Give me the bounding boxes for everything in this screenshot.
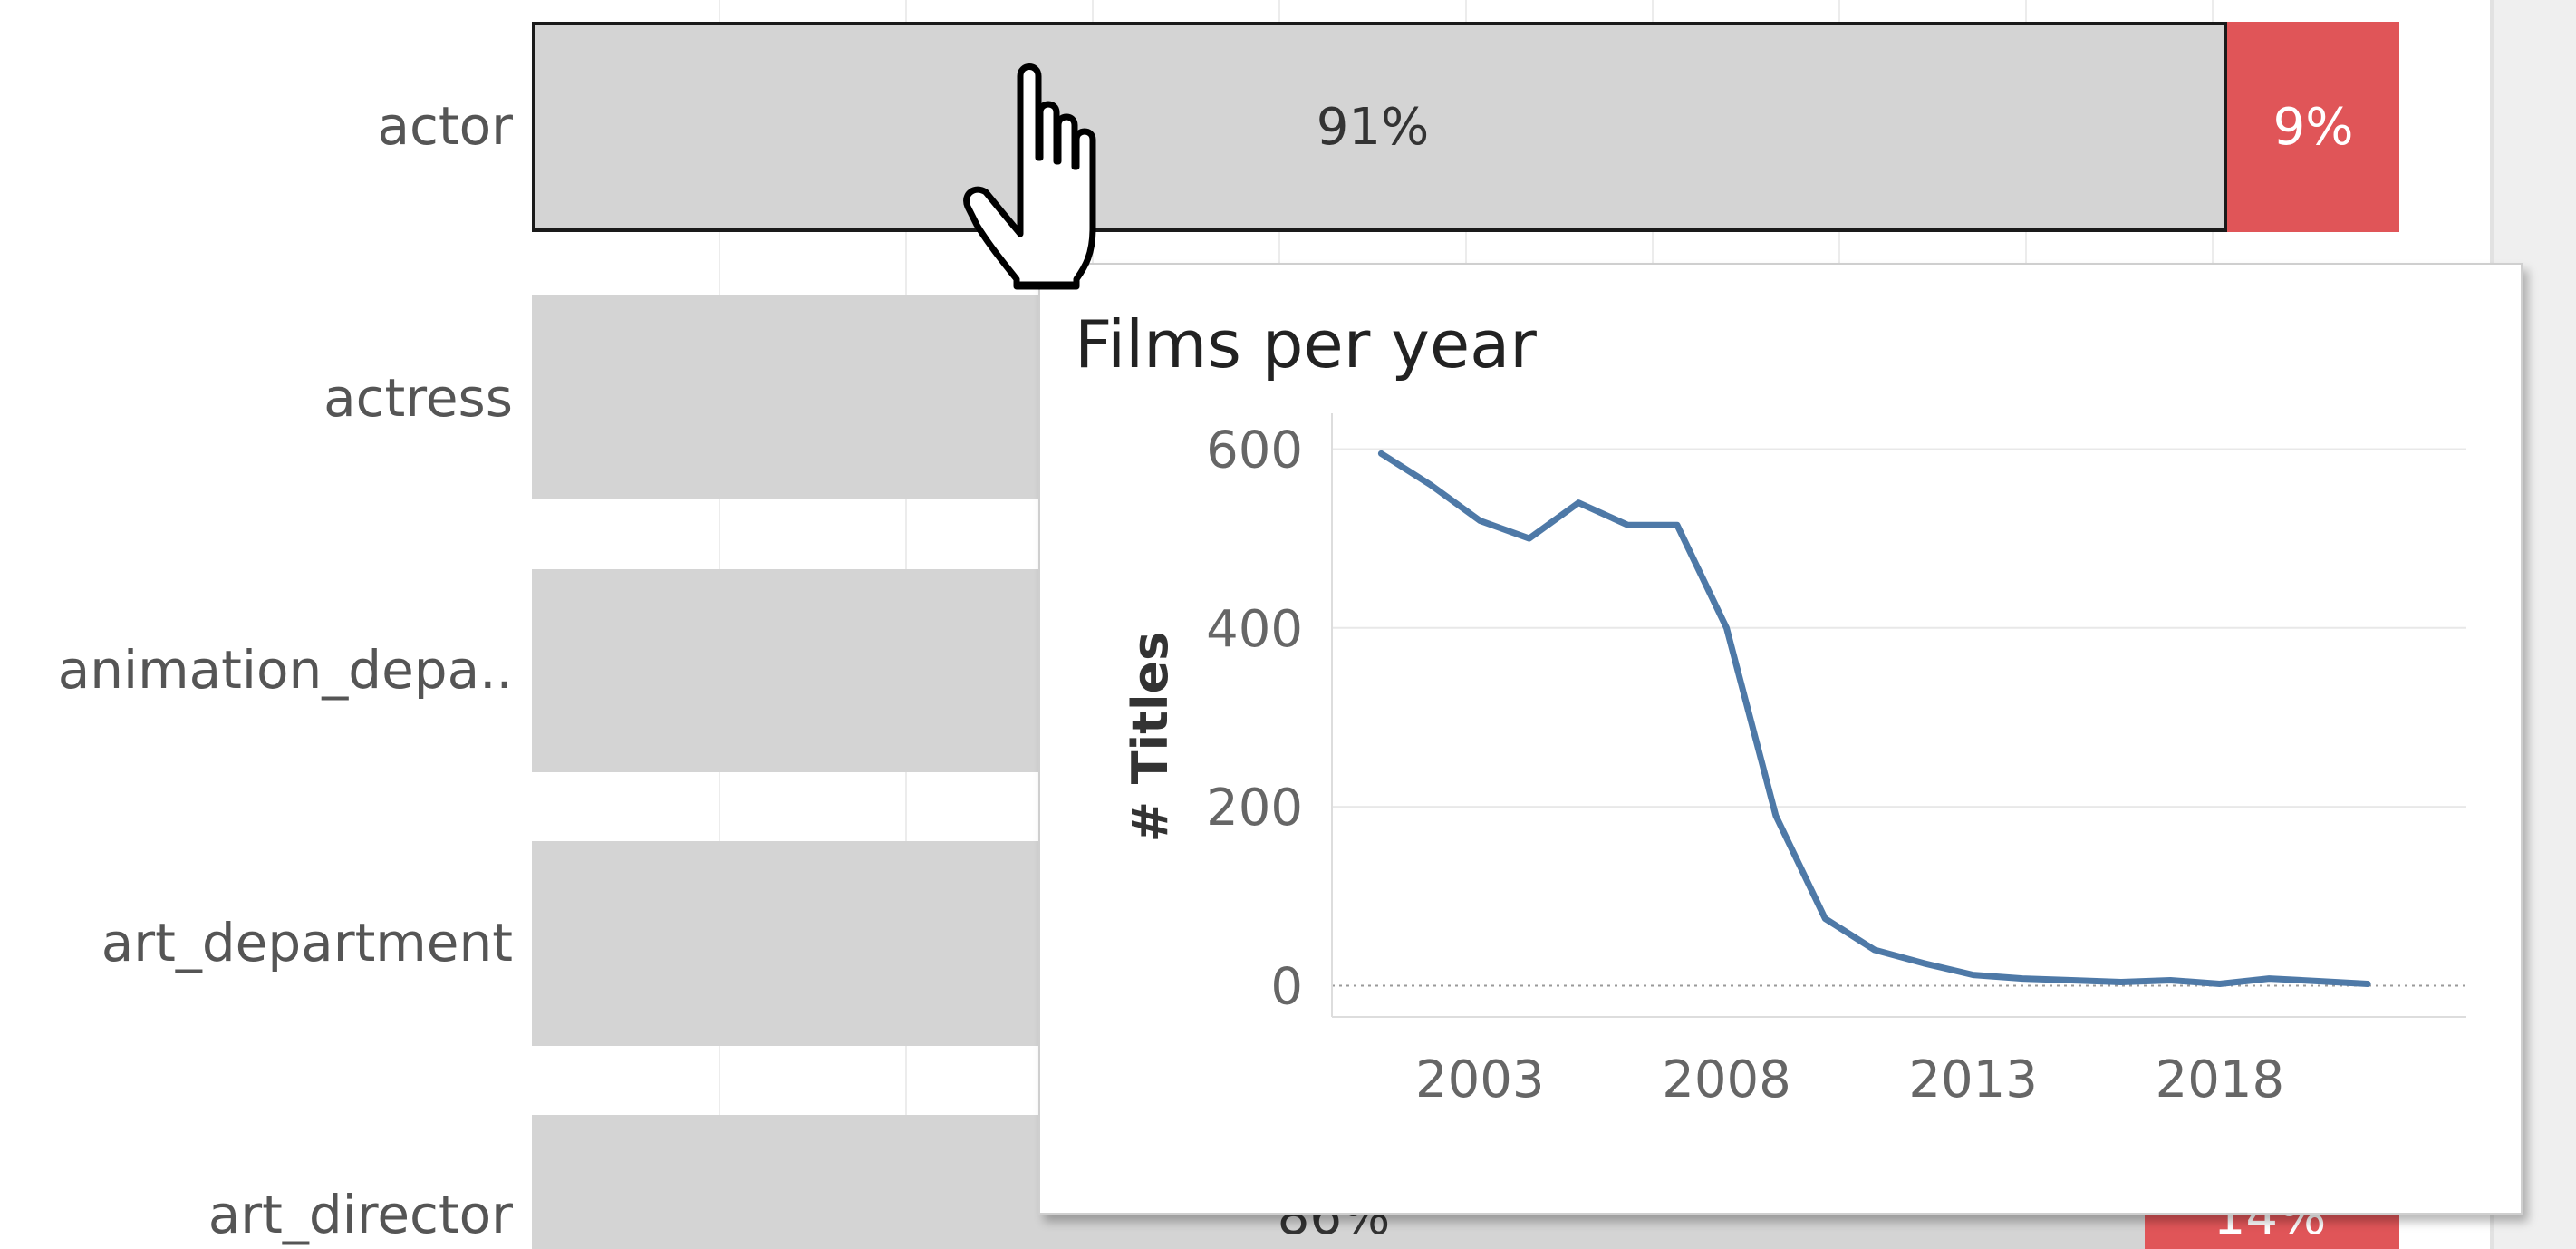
x-tick-label: 2013 xyxy=(1908,1051,2038,1109)
data-point xyxy=(2167,977,2174,983)
data-point xyxy=(1772,813,1779,818)
hand-pointer-icon xyxy=(963,63,1096,290)
data-point xyxy=(1871,947,1877,953)
category-label-art-department: art_department xyxy=(101,912,513,973)
category-label-actress: actress xyxy=(323,367,513,429)
data-point xyxy=(2315,978,2321,984)
data-point xyxy=(1822,915,1828,922)
y-tick-label: 0 xyxy=(1270,957,1303,1016)
bar-label-actor-primary: 91% xyxy=(1316,98,1430,157)
data-point xyxy=(1576,499,1582,506)
data-point xyxy=(1427,481,1433,488)
category-label-actor: actor xyxy=(377,95,513,157)
data-point xyxy=(2069,977,2075,983)
y-tick-label: 400 xyxy=(1206,600,1303,659)
x-tick-label: 2018 xyxy=(2156,1051,2285,1109)
data-point xyxy=(1526,536,1532,542)
y-tick-label: 200 xyxy=(1206,779,1303,838)
category-label-animation-department: animation_depa.. xyxy=(57,639,513,701)
bar-actor-secondary[interactable] xyxy=(2227,22,2399,232)
category-label-art-director: art_director xyxy=(207,1184,513,1245)
data-point xyxy=(1723,624,1730,631)
bar-label-actor-secondary: 9% xyxy=(2272,98,2354,157)
data-point xyxy=(1378,450,1384,457)
data-point xyxy=(2020,975,2026,982)
y-axis-title: # Titles xyxy=(1122,632,1179,842)
tooltip-title: Films per year xyxy=(1075,306,1537,382)
data-point xyxy=(1921,960,1927,966)
data-point xyxy=(2118,979,2124,985)
x-tick-label: 2008 xyxy=(1662,1051,1791,1109)
data-point xyxy=(1970,972,1976,978)
data-point xyxy=(2365,981,2371,987)
data-point xyxy=(1674,522,1681,528)
line-chart: 0 200 400 600 2003 2008 2013 2018 # Titles xyxy=(1122,413,2466,1109)
x-tick-label: 2003 xyxy=(1415,1051,1545,1109)
y-tick-label: 600 xyxy=(1206,421,1303,479)
series-line xyxy=(1377,450,2371,987)
films-per-year-tooltip: Films per year 0 200 400 600 2003 2008 2013 201… xyxy=(1038,263,2523,1215)
data-point xyxy=(2216,981,2223,987)
data-point xyxy=(1477,518,1483,524)
bar-actor-primary[interactable] xyxy=(532,22,2227,232)
data-point xyxy=(1625,522,1631,528)
data-point xyxy=(2266,975,2272,982)
